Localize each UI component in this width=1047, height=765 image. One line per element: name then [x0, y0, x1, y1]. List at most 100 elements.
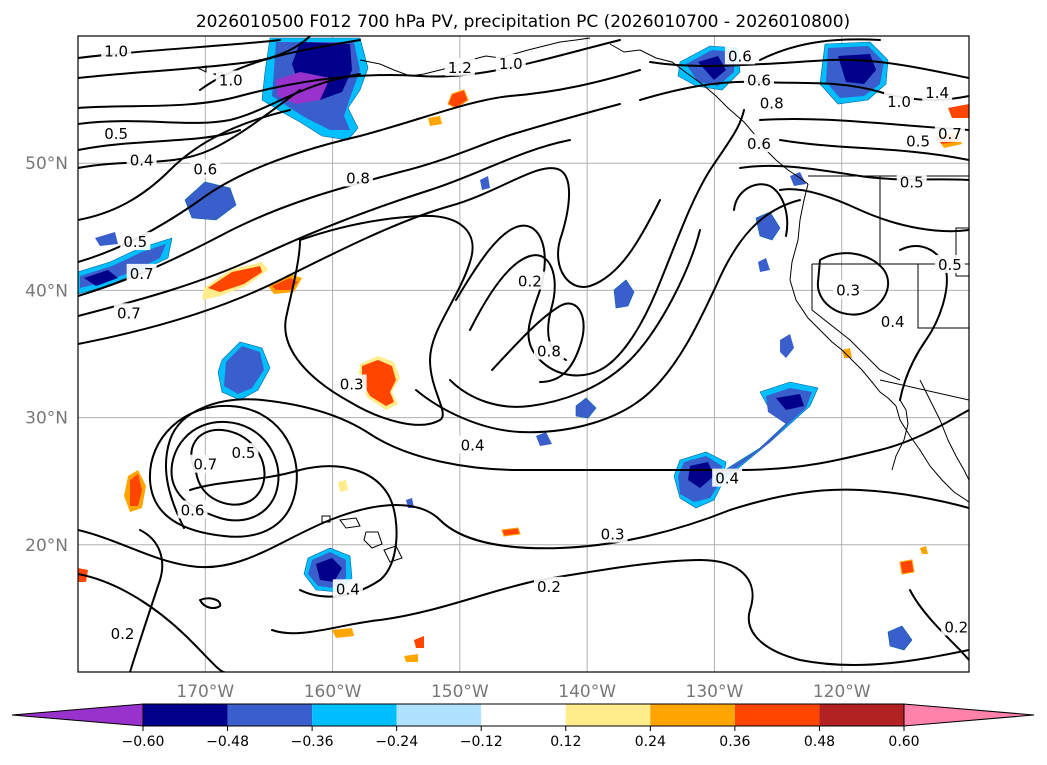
contour-label: 0.5 [101, 123, 132, 143]
svg-text:0.7: 0.7 [130, 265, 154, 283]
svg-text:0.6: 0.6 [728, 47, 752, 65]
colorbar-label: 0.24 [635, 734, 666, 750]
contour-label: 0.4 [332, 579, 363, 598]
contour-label: 0.7 [190, 454, 221, 474]
svg-text:1.0: 1.0 [887, 93, 911, 111]
svg-text:0.6: 0.6 [747, 72, 771, 90]
colorbar: −0.60 −0.48 −0.36 −0.24 −0.12 0.12 0.24 0.36 0.4… [11, 703, 1035, 750]
contour-label: 0.2 [533, 576, 564, 596]
contour-label: 0.2 [107, 623, 138, 643]
latitude-label: 40°N [25, 281, 68, 301]
colorbar-cell [565, 704, 651, 726]
svg-text:0.8: 0.8 [760, 94, 784, 112]
svg-text:0.3: 0.3 [340, 376, 364, 394]
longitude-label: 160°W [304, 682, 362, 702]
contour-label: 0.6 [724, 46, 755, 65]
svg-text:1.2: 1.2 [448, 59, 472, 77]
svg-text:0.5: 0.5 [232, 444, 256, 462]
svg-text:0.4: 0.4 [715, 470, 739, 488]
colorbar-cell [227, 704, 313, 726]
contour-label: 0.5 [903, 131, 934, 151]
contour-label: 1.0 [101, 41, 132, 60]
contour-label: 0.7 [126, 263, 157, 283]
svg-text:0.6: 0.6 [193, 161, 217, 179]
colorbar-label: 0.36 [719, 734, 750, 750]
svg-text:0.8: 0.8 [346, 169, 370, 187]
precip-positive-areas [78, 89, 969, 662]
colorbar-label: −0.24 [375, 734, 418, 750]
colorbar-extend-low [11, 703, 144, 727]
svg-text:0.2: 0.2 [518, 272, 542, 290]
svg-text:0.3: 0.3 [836, 281, 860, 299]
colorbar-cell [481, 704, 566, 726]
colorbar-label: 0.12 [550, 734, 581, 750]
colorbar-label: 0.60 [888, 734, 919, 750]
contour-label: 0.5 [120, 232, 151, 251]
colorbar-frame [142, 703, 905, 727]
longitude-label: 150°W [431, 682, 489, 702]
contour-label: 0.6 [743, 134, 774, 153]
contour-label: 1.4 [922, 83, 953, 102]
contour-label: 0.3 [336, 374, 367, 394]
contour-label: 0.4 [126, 150, 157, 170]
colorbar-label: −0.48 [206, 734, 249, 750]
longitude-label: 130°W [686, 682, 744, 702]
svg-text:0.5: 0.5 [123, 233, 147, 251]
figure-title: 2026010500 F012 700 hPa PV, precipitatio… [196, 12, 850, 32]
svg-text:0.2: 0.2 [111, 625, 135, 643]
contour-label: 0.5 [934, 254, 965, 274]
contour-label: 1.2 [444, 57, 475, 77]
contour-label: 0.7 [934, 123, 965, 143]
contour-label: 0.6 [177, 500, 208, 519]
svg-text:0.4: 0.4 [461, 437, 485, 455]
svg-text:0.7: 0.7 [117, 304, 141, 322]
longitude-tick-labels: 170°W 160°W 150°W 140°W 130°W 120°W [176, 682, 870, 702]
svg-text:0.6: 0.6 [181, 501, 205, 519]
longitude-label: 170°W [176, 682, 234, 702]
svg-text:0.4: 0.4 [336, 580, 360, 598]
svg-text:0.5: 0.5 [906, 133, 930, 151]
contour-label: 0.5 [896, 172, 927, 191]
colorbar-cell [396, 704, 482, 726]
contour-label: 0.4 [877, 312, 908, 331]
contour-label: 0.3 [833, 280, 864, 299]
colorbar-cell [650, 704, 735, 726]
contour-labels: 1.0 1.0 1.2 1.0 0.6 0.6 0.8 1.4 1.0 0.5 0.7 0.6 0.5 0… [101, 41, 972, 643]
map-frame [77, 35, 970, 673]
svg-text:0.4: 0.4 [881, 313, 905, 331]
colorbar-label: −0.12 [460, 734, 503, 750]
latitude-label: 30°N [25, 409, 68, 429]
contour-label: 1.0 [215, 70, 246, 90]
svg-text:0.7: 0.7 [938, 125, 962, 143]
contour-label: 0.6 [743, 70, 774, 90]
contour-label: 1.0 [883, 92, 914, 111]
contour-label: 0.4 [712, 468, 743, 488]
svg-text:0.5: 0.5 [938, 256, 962, 274]
svg-text:1.0: 1.0 [219, 72, 243, 90]
latitude-tick-labels: 20°N 30°N 40°N 50°N [25, 154, 68, 556]
svg-text:0.5: 0.5 [900, 173, 924, 191]
svg-text:1.4: 1.4 [925, 84, 949, 102]
contour-label: 0.8 [533, 341, 564, 360]
colorbar-extend-high [903, 703, 1035, 727]
svg-text:0.8: 0.8 [537, 342, 561, 360]
svg-text:0.7: 0.7 [193, 456, 217, 474]
svg-text:0.2: 0.2 [537, 578, 561, 596]
longitude-label: 140°W [558, 682, 616, 702]
contour-label: 0.8 [756, 93, 787, 112]
colorbar-label: 0.48 [804, 734, 835, 750]
colorbar-label: −0.36 [291, 734, 334, 750]
contour-label: 0.8 [343, 168, 374, 187]
colorbar-cell [143, 704, 228, 726]
svg-text:1.0: 1.0 [104, 42, 128, 60]
contour-label: 0.2 [514, 271, 545, 290]
colorbar-cell [734, 704, 820, 726]
colorbar-cell [312, 704, 397, 726]
svg-text:0.4: 0.4 [130, 152, 154, 170]
svg-text:1.0: 1.0 [499, 55, 523, 73]
map-panel: 1.0 1.0 1.2 1.0 0.6 0.6 0.8 1.4 1.0 0.5 0.7 0.6 0.5 0… [25, 35, 972, 702]
contour-label: 1.0 [495, 53, 526, 73]
coastlines [196, 37, 969, 563]
latitude-label: 20°N [25, 536, 68, 556]
